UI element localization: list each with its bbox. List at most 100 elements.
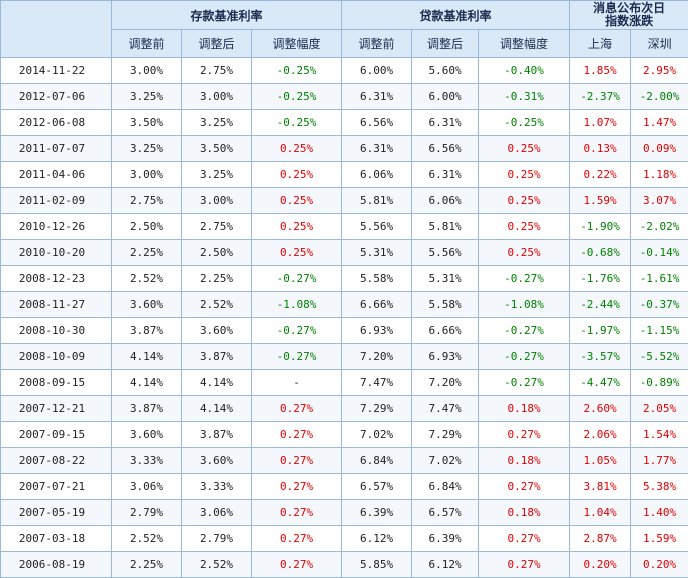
- deposit-change-cell: 0.27%: [252, 422, 342, 448]
- deposit-after-cell: 2.25%: [182, 266, 252, 292]
- deposit-before-cell: 3.00%: [112, 58, 182, 84]
- date-cell: 2008-11-27: [1, 292, 112, 318]
- deposit-change-cell: 0.27%: [252, 500, 342, 526]
- shanghai-index-cell: 0.13%: [570, 136, 631, 162]
- shanghai-index-cell: 1.59%: [570, 188, 631, 214]
- loan-before-cell: 6.00%: [342, 58, 412, 84]
- deposit-change-cell: 0.27%: [252, 526, 342, 552]
- loan-after-cell: 7.20%: [412, 370, 479, 396]
- loan-after-cell: 5.56%: [412, 240, 479, 266]
- deposit-after-cell: 3.50%: [182, 136, 252, 162]
- deposit-after-cell: 3.87%: [182, 422, 252, 448]
- shenzhen-index-cell: -2.00%: [631, 84, 688, 110]
- table-header: 存款基准利率 贷款基准利率 消息公布次日 指数涨跌 调整前 调整后 调整幅度 调…: [1, 1, 688, 58]
- deposit-after-cell: 2.52%: [182, 552, 252, 578]
- index-group-line1: 消息公布次日: [593, 1, 665, 15]
- deposit-after-cell: 2.52%: [182, 292, 252, 318]
- loan-after-cell: 6.57%: [412, 500, 479, 526]
- deposit-before-cell: 2.75%: [112, 188, 182, 214]
- shenzhen-index-cell: -1.15%: [631, 318, 688, 344]
- loan-before-cell: 6.31%: [342, 84, 412, 110]
- shenzhen-index-cell: 2.05%: [631, 396, 688, 422]
- date-cell: 2014-11-22: [1, 58, 112, 84]
- header-corner: [1, 1, 112, 58]
- deposit-before-cell: 3.87%: [112, 396, 182, 422]
- loan-before-cell: 7.20%: [342, 344, 412, 370]
- deposit-change-cell: 0.25%: [252, 162, 342, 188]
- shanghai-index-cell: -2.37%: [570, 84, 631, 110]
- loan-change-cell: 0.25%: [479, 162, 570, 188]
- deposit-change-cell: 0.27%: [252, 552, 342, 578]
- index-group-line2: 指数涨跌: [605, 14, 653, 28]
- deposit-before-cell: 3.87%: [112, 318, 182, 344]
- shanghai-index-cell: -1.76%: [570, 266, 631, 292]
- loan-change-cell: 0.18%: [479, 500, 570, 526]
- shanghai-index-cell: 0.20%: [570, 552, 631, 578]
- shanghai-index-cell: 2.60%: [570, 396, 631, 422]
- deposit-before-cell: 3.00%: [112, 162, 182, 188]
- loan-before-cell: 6.12%: [342, 526, 412, 552]
- deposit-change-cell: -0.25%: [252, 110, 342, 136]
- date-cell: 2008-09-15: [1, 370, 112, 396]
- shanghai-index-cell: 1.07%: [570, 110, 631, 136]
- loan-before-cell: 6.57%: [342, 474, 412, 500]
- shanghai-index-cell: -1.90%: [570, 214, 631, 240]
- shenzhen-index-cell: 0.20%: [631, 552, 688, 578]
- loan-change-cell: 0.27%: [479, 422, 570, 448]
- loan-before-cell: 5.56%: [342, 214, 412, 240]
- loan-before-cell: 5.58%: [342, 266, 412, 292]
- loan-before-cell: 6.31%: [342, 136, 412, 162]
- shenzhen-index-cell: 0.09%: [631, 136, 688, 162]
- loan-before-cell: 6.06%: [342, 162, 412, 188]
- deposit-after-cell: 2.50%: [182, 240, 252, 266]
- deposit-after-cell: 3.60%: [182, 318, 252, 344]
- loan-before-cell: 7.29%: [342, 396, 412, 422]
- loan-after-cell: 6.06%: [412, 188, 479, 214]
- loan-before-cell: 6.39%: [342, 500, 412, 526]
- deposit-before-cell: 3.50%: [112, 110, 182, 136]
- deposit-before-cell: 4.14%: [112, 370, 182, 396]
- deposit-rate-group-header: 存款基准利率: [112, 1, 342, 30]
- deposit-after-cell: 3.87%: [182, 344, 252, 370]
- loan-after-cell: 6.66%: [412, 318, 479, 344]
- loan-change-header: 调整幅度: [479, 30, 570, 58]
- shenzhen-index-cell: 1.54%: [631, 422, 688, 448]
- loan-after-cell: 6.12%: [412, 552, 479, 578]
- deposit-after-cell: 4.14%: [182, 370, 252, 396]
- date-cell: 2007-03-18: [1, 526, 112, 552]
- loan-change-cell: 0.25%: [479, 188, 570, 214]
- deposit-change-cell: 0.25%: [252, 136, 342, 162]
- deposit-after-cell: 4.14%: [182, 396, 252, 422]
- date-cell: 2011-07-07: [1, 136, 112, 162]
- loan-after-cell: 5.58%: [412, 292, 479, 318]
- shenzhen-header: 深圳: [631, 30, 688, 58]
- deposit-before-cell: 2.50%: [112, 214, 182, 240]
- deposit-change-cell: -0.27%: [252, 318, 342, 344]
- loan-change-cell: -0.27%: [479, 370, 570, 396]
- loan-after-cell: 7.02%: [412, 448, 479, 474]
- loan-after-cell: 6.31%: [412, 162, 479, 188]
- deposit-after-cell: 3.25%: [182, 162, 252, 188]
- deposit-before-header: 调整前: [112, 30, 182, 58]
- loan-after-cell: 7.29%: [412, 422, 479, 448]
- index-change-group-header: 消息公布次日 指数涨跌: [570, 1, 688, 30]
- date-cell: 2011-04-06: [1, 162, 112, 188]
- loan-before-cell: 5.81%: [342, 188, 412, 214]
- deposit-before-cell: 2.25%: [112, 240, 182, 266]
- deposit-change-cell: -0.27%: [252, 266, 342, 292]
- shenzhen-index-cell: 1.18%: [631, 162, 688, 188]
- date-cell: 2011-02-09: [1, 188, 112, 214]
- loan-after-cell: 6.93%: [412, 344, 479, 370]
- loan-change-cell: 0.25%: [479, 240, 570, 266]
- loan-after-cell: 6.00%: [412, 84, 479, 110]
